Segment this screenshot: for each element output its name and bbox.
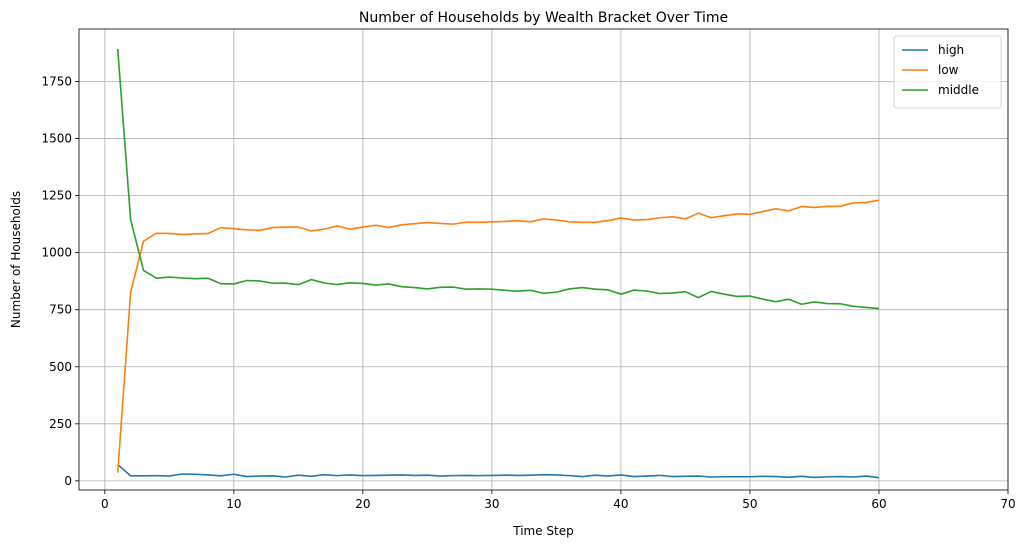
legend-label-low: low (938, 63, 959, 77)
x-tick-label: 70 (1000, 497, 1015, 511)
series-line-high (117, 463, 880, 479)
y-axis: 0 250 500 750 1000 1250 1500 1750 (41, 74, 79, 488)
x-tick-label: 40 (613, 497, 628, 511)
y-tick-label: 1000 (41, 246, 72, 260)
y-tick-label: 500 (49, 360, 72, 374)
grid-lines (79, 29, 1009, 490)
x-tick-label: 60 (871, 497, 886, 511)
y-tick-label: 1750 (41, 74, 72, 88)
x-tick-label: 20 (355, 497, 370, 511)
x-axis: 0 10 20 30 40 50 60 70 (101, 490, 1016, 511)
series-line-middle (116, 49, 880, 310)
plot-frame (78, 28, 1009, 491)
y-tick-label: 1500 (41, 132, 72, 146)
legend-label-middle: middle (938, 83, 979, 97)
chart-title: Number of Households by Wealth Bracket O… (359, 10, 728, 26)
y-tick-label: 1250 (41, 189, 72, 203)
x-tick-label: 30 (484, 497, 499, 511)
y-tick-label: 750 (49, 303, 72, 317)
legend: high low middle (893, 35, 1002, 109)
x-tick-label: 50 (742, 497, 757, 511)
y-tick-label: 250 (49, 417, 72, 431)
x-tick-label: 10 (226, 497, 241, 511)
y-tick-label: 0 (64, 474, 72, 488)
y-axis-title: Number of Households (9, 191, 23, 328)
x-axis-title: Time Step (512, 524, 574, 538)
series-layer (116, 49, 880, 479)
series-line-low (116, 199, 880, 473)
x-tick-label: 0 (101, 497, 109, 511)
legend-label-high: high (938, 43, 964, 57)
